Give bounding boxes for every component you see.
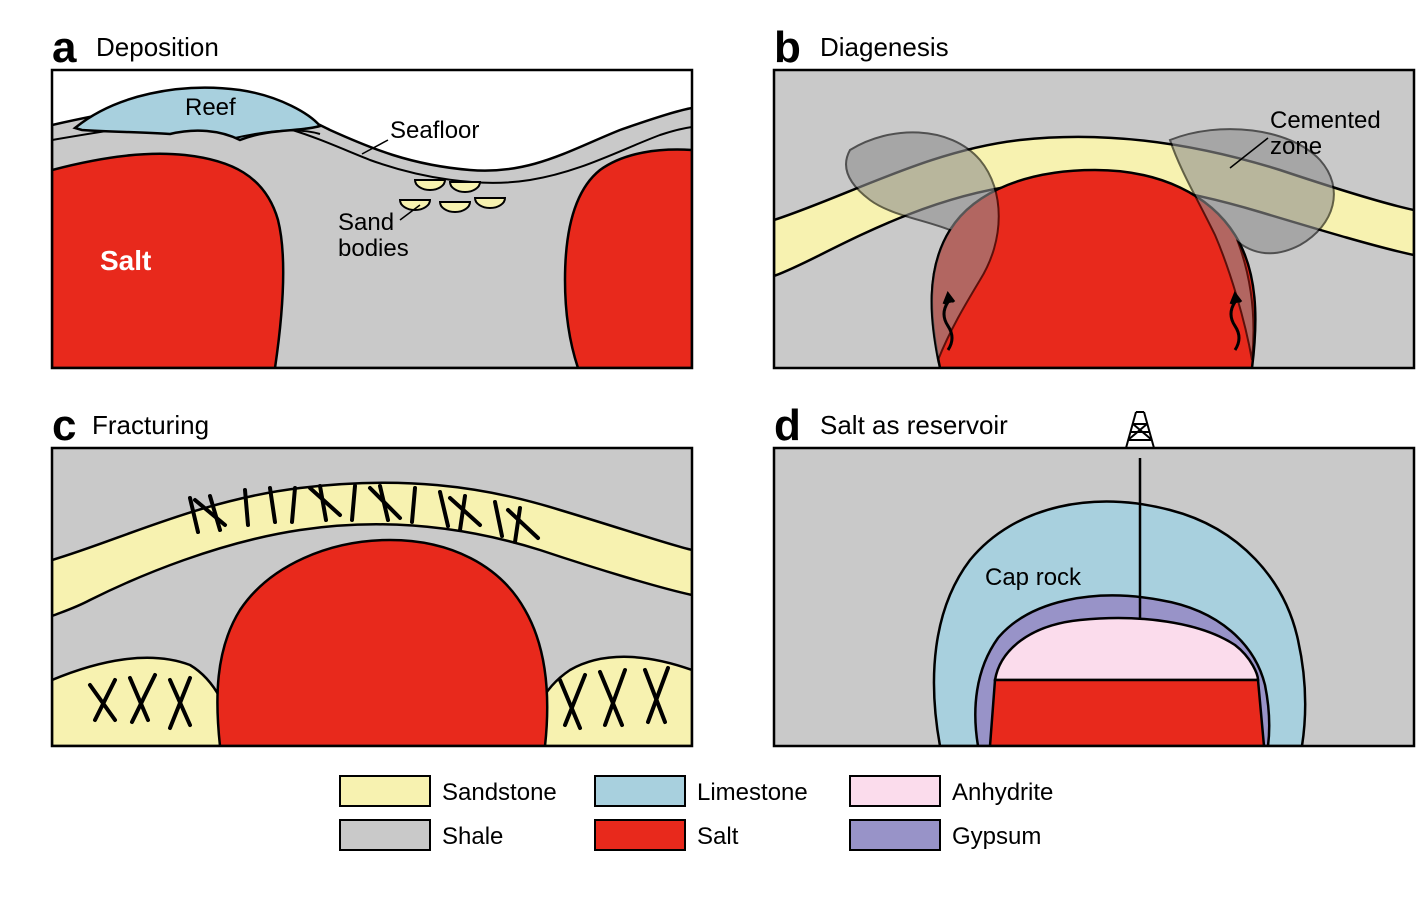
legend-swatch-limestone [595,776,685,806]
panel-a-title: Deposition [96,32,219,62]
panel-d: d Salt as reservoir C [774,401,1414,746]
cemented-l1: Cemented [1270,107,1381,134]
salt-label-a: Salt [100,245,151,276]
seafloor-label: Seafloor [390,117,479,144]
legend-swatch-salt [595,820,685,850]
legend-swatch-shale [340,820,430,850]
figure-svg: a Deposition [20,20,1425,895]
figure-root: a Deposition [20,20,1425,895]
reef-label: Reef [185,94,236,121]
legend: Sandstone Shale Limestone Salt Anhydrite Gyps… [340,776,1053,850]
legend-swatch-sandstone [340,776,430,806]
salt-d [990,680,1264,746]
panel-c-letter: c [52,401,76,450]
salt-left-a [52,154,283,368]
sandbodies-l2: bodies [338,235,409,262]
panel-d-letter: d [774,401,801,450]
legend-swatch-anhydrite [850,776,940,806]
legend-label-salt: Salt [697,823,739,850]
caprock-label: Cap rock [985,564,1082,591]
cemented-l2: zone [1270,133,1322,160]
derrick-icon [1126,412,1154,448]
panel-b-title: Diagenesis [820,32,949,62]
sandbodies-l1: Sand [338,209,394,236]
panel-c-title: Fracturing [92,410,209,440]
panel-a: a Deposition [52,23,692,368]
panel-d-title: Salt as reservoir [820,410,1008,440]
panel-c: c Fracturing [52,401,692,746]
panel-b: b Diagenesis Cemented zone [774,23,1414,368]
legend-label-gypsum: Gypsum [952,823,1041,850]
panel-a-letter: a [52,23,77,72]
panel-b-letter: b [774,23,801,72]
legend-label-anhydrite: Anhydrite [952,779,1053,806]
legend-label-sandstone: Sandstone [442,779,557,806]
legend-swatch-gypsum [850,820,940,850]
legend-label-shale: Shale [442,823,503,850]
legend-label-limestone: Limestone [697,779,808,806]
